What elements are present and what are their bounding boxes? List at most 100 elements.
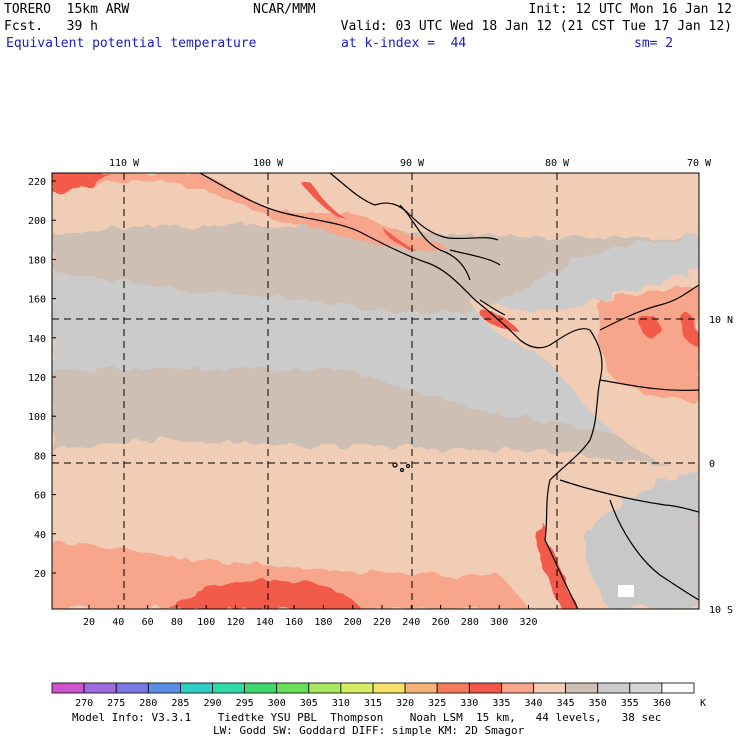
x-tick-label: 200 [344,617,362,628]
colorbar-swatch [661,682,695,694]
x-tick-label: 120 [226,617,244,628]
latitude-label: 10 S [709,605,733,616]
colorbar-level-label: 360 [653,698,671,709]
colorbar-swatch [147,682,181,694]
x-tick-label: 100 [197,617,215,628]
colorbar-level-label: 325 [428,698,446,709]
field-max-patch [618,585,634,597]
y-axis-ticks: 220 200 180 160 140 120 100 80 60 40 20 [28,177,56,580]
longitude-label: 80 W [545,158,570,169]
y-tick-label: 100 [28,412,46,423]
colorbar-swatch [565,682,599,694]
colorbar-swatch [372,682,406,694]
colorbar-level-label: 295 [236,698,254,709]
level-info: at k-index = 44 [341,36,467,51]
x-tick-label: 20 [83,617,95,628]
colorbar-swatch [179,682,213,694]
colorbar-unit: K [700,698,706,709]
colorbar-swatch [500,682,534,694]
colorbar-swatch [629,682,663,694]
colorbar-swatch [468,682,502,694]
field-band-350 [52,236,699,432]
colorbar-level-label: 340 [524,698,542,709]
colorbar-level-label: 285 [171,698,189,709]
longitude-label: 70 W [687,158,712,169]
colorbar-swatch [597,682,631,694]
x-tick-label: 280 [461,617,479,628]
colorbar-level-label: 345 [557,698,575,709]
model-info-line2: LW: Godd SW: Goddard DIFF: simple KM: 2D… [213,724,525,737]
x-axis-ticks: 20 40 60 80 100 120 140 160 180 200 220 240 260 280 30… [83,605,538,628]
colorbar-level-label: 310 [332,698,350,709]
y-tick-label: 140 [28,334,46,345]
colorbar-swatch [115,682,149,694]
x-tick-label: 320 [519,617,537,628]
coastlines [199,172,700,610]
model-info-line1: Model Info: V3.3.1 Tiedtke YSU PBL Thomp… [72,711,662,724]
x-tick-label: 180 [314,617,332,628]
longitude-label: 90 W [400,158,425,169]
x-tick-label: 260 [432,617,450,628]
y-tick-label: 80 [34,451,46,462]
colorbar-swatch [533,682,566,694]
colorbar-level-label: 280 [139,698,157,709]
colorbar-swatch [308,682,342,694]
longitude-labels: 110 W 100 W 90 W 80 W 70 W [109,158,712,169]
field-band-330-south [170,579,362,609]
colorbar-level-label: 355 [621,698,639,709]
colorbar-swatch [83,682,117,694]
colorbar-swatch [404,682,438,694]
forecast-hour: Fcst. 39 h [4,19,98,34]
colorbar-swatch [244,682,278,694]
colorbar-level-label: 290 [203,698,221,709]
field-band-330-mexico [52,173,452,251]
longitude-label: 100 W [253,158,284,169]
colorbar-level-label: 275 [107,698,125,709]
y-tick-label: 40 [34,530,46,541]
x-tick-label: 60 [142,617,154,628]
center-name: NCAR/MMM [253,2,316,17]
latitude-label: 10 N [709,315,733,326]
field-band-caribbean-hot [480,312,699,346]
x-tick-label: 140 [256,617,274,628]
x-tick-label: 160 [285,617,303,628]
graticule [52,173,699,609]
theta-e-field [52,173,699,609]
colorbar-swatch [436,682,470,694]
valid-time: Valid: 03 UTC Wed 18 Jan 12 (21 CST Tue … [340,19,732,34]
colorbar-swatch [212,682,245,694]
latitude-label: 0 [709,459,715,470]
x-tick-label: 220 [373,617,391,628]
model-name: TORERO 15km ARW [4,2,130,17]
x-tick-label: 40 [112,617,124,628]
x-tick-label: 300 [490,617,508,628]
field-band-caribbean-335 [598,285,699,400]
colorbar-level-label: 315 [364,698,382,709]
colorbar-swatch [276,682,310,694]
latitude-labels: 10 N 0 10 S [709,315,733,616]
colorbar-level-label: 305 [300,698,318,709]
colorbar-level-label: 350 [589,698,607,709]
field-name: Equivalent potential temperature [6,36,257,51]
smoothing-info: sm= 2 [634,36,674,51]
y-tick-label: 60 [34,491,46,502]
colorbar-level-label: 300 [268,698,286,709]
y-tick-label: 220 [28,177,46,188]
x-tick-label: 80 [171,617,183,628]
y-tick-label: 120 [28,373,46,384]
field-band-andes-grey [585,470,699,609]
colorbar-level-label: 270 [75,698,93,709]
map-frame [51,172,700,610]
field-band-335-mid [52,470,560,544]
colorbar-level-label: 330 [460,698,478,709]
field-band-335 [52,540,530,609]
x-tick-label: 240 [402,617,420,628]
colorbar-level-label: 320 [396,698,414,709]
field-band-330-mexico-hot [52,173,420,252]
y-tick-label: 20 [34,569,46,580]
colorbar-swatch [51,682,85,694]
colorbar-level-label: 335 [492,698,510,709]
y-tick-label: 180 [28,255,46,266]
longitude-label: 110 W [109,158,140,169]
